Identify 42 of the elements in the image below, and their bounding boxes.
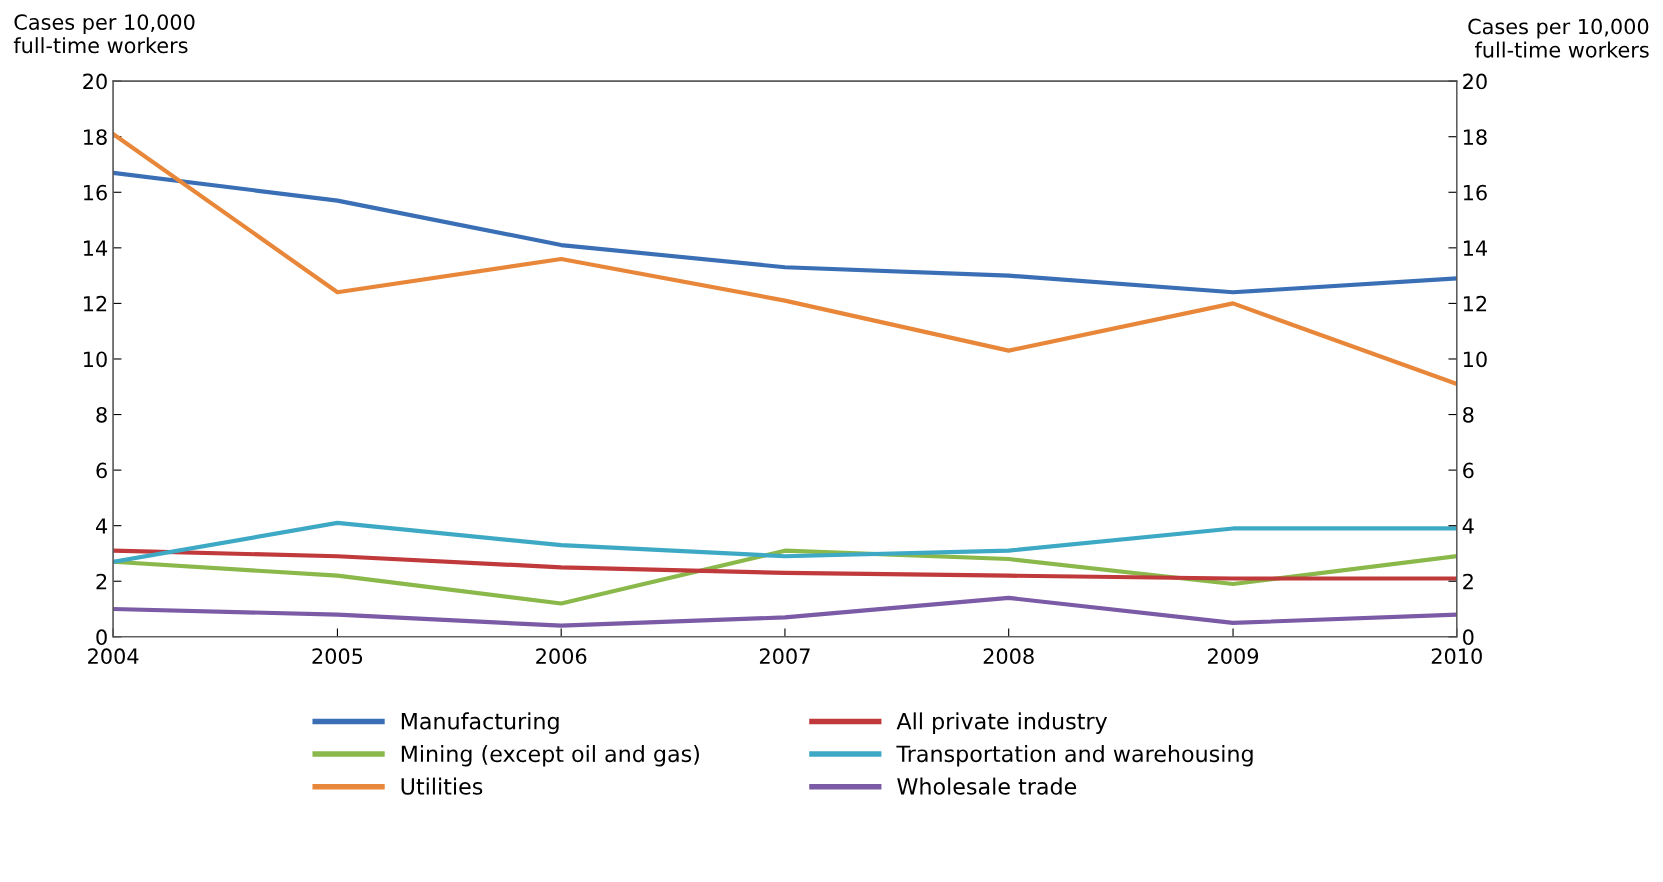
y-tick-label: 8 — [96, 406, 107, 423]
line-series — [113, 548, 1457, 581]
y-tick-label: 16 — [84, 184, 107, 201]
legend-label: Manufacturing — [401, 712, 559, 734]
y2-tick-label: 18 — [1463, 129, 1487, 145]
y2-tick-label: 8 — [1463, 406, 1474, 423]
x-tick-label: 2009 — [1208, 648, 1259, 665]
y-tick-label: 10 — [84, 351, 107, 368]
y2-tick-label: 16 — [1463, 184, 1487, 201]
x-tick-label: 2005 — [312, 648, 363, 665]
y-axis-title: Cases per 10,000 full-time workers — [13, 14, 195, 54]
x-tick-label: 2007 — [759, 648, 810, 665]
y-tick-label: 6 — [96, 462, 107, 479]
legend-label: Utilities — [401, 777, 483, 795]
legend-label: Mining (except oil and gas) — [401, 744, 699, 767]
y2-tick-label: 12 — [1463, 295, 1487, 312]
x-tick-label: 2004 — [88, 648, 139, 665]
y2-tick-label: 20 — [1463, 73, 1487, 90]
x-tick-label: 2008 — [983, 648, 1034, 665]
x-tick-label: 2010 — [1431, 648, 1482, 665]
line-series — [113, 520, 1457, 564]
line-series — [113, 595, 1457, 628]
y-tick-label: 0 — [96, 629, 107, 646]
line-series — [113, 131, 1457, 387]
legend-label: All private industry — [896, 712, 1108, 734]
y-tick-label: 12 — [84, 295, 107, 312]
y-tick-label: 2 — [96, 573, 107, 590]
y2-tick-label: 4 — [1462, 518, 1474, 534]
y-tick-label: 18 — [84, 129, 107, 145]
y2-tick-label: 14 — [1463, 240, 1487, 256]
y2-tick-label: 6 — [1463, 462, 1474, 479]
x-tick-label: 2006 — [536, 648, 587, 665]
y2-tick-label: 2 — [1463, 573, 1473, 590]
line-series — [113, 170, 1457, 295]
y2-tick-label: 10 — [1463, 351, 1487, 368]
y-tick-label: 20 — [83, 73, 107, 90]
y-tick-label: 14 — [84, 240, 108, 256]
y-tick-label: 4 — [95, 518, 108, 534]
y2-axis-title: Cases per 10,000 full-time workers — [1468, 18, 1649, 58]
y2-tick-label: 0 — [1463, 629, 1474, 646]
legend-label: Wholesale trade — [897, 777, 1077, 795]
legend-label: Transportation and warehousing — [896, 744, 1253, 767]
